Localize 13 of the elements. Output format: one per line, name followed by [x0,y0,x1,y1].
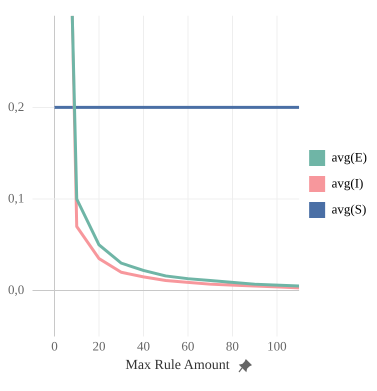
x-axis-title: Max Rule Amount [125,358,230,373]
x-tick-label: 40 [136,338,150,354]
legend-label: avg(E) [332,149,368,164]
x-tick-label: 60 [181,338,194,354]
x-tick-label: 0 [51,338,58,354]
x-tick-label: 20 [92,338,106,354]
legend-label: avg(I) [332,175,364,190]
x-tick-label: 80 [226,338,239,354]
legend-label: avg(S) [332,201,366,216]
x-tick-label: 100 [267,338,287,354]
y-tick-label: 0,2 [8,98,24,114]
y-tick-label: 0,0 [8,282,24,298]
y-tick-label: 0,1 [8,190,24,206]
